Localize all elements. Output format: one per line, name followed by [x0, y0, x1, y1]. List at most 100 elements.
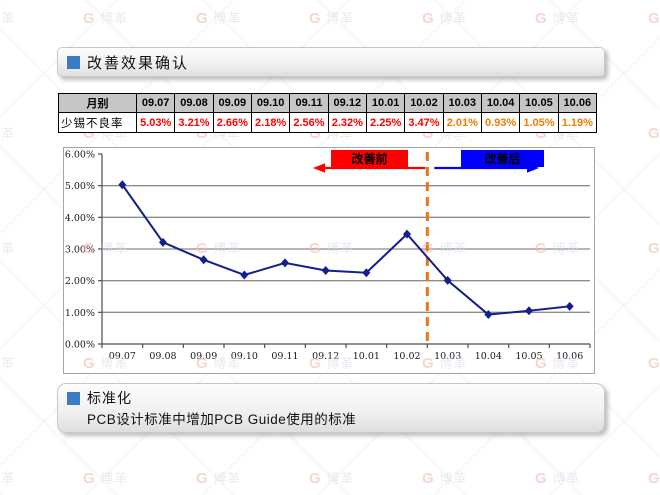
table-row-label: 少锡不良率 [58, 112, 137, 133]
watermark-logo: G 博革 [196, 468, 241, 487]
brand-g-icon: G [535, 470, 548, 487]
brand-g-icon: G [648, 355, 660, 372]
table-data-row: 少锡不良率 5.03% 3.21% 2.66% 2.18% 2.56% 2.32% 2.25… [58, 112, 598, 133]
brand-g-icon: G [535, 10, 548, 27]
chart-svg: 0.00% 1.00% 2.00% 3.00% 4.00% 5.00% 6.00% 09.07… [65, 150, 591, 362]
data-point-marker [484, 310, 493, 320]
defect-value-cell: 3.47% [404, 112, 444, 133]
before-label-text: 改善前 [351, 151, 387, 166]
y-tick-label: 6.00% [65, 150, 95, 161]
watermark-logo: G 博革 [422, 8, 467, 27]
x-tick-label: 10.02 [393, 351, 420, 362]
after-label-box [461, 150, 544, 167]
defect-value-cell: 2.01% [442, 112, 482, 133]
month-header-cell: 09.10 [250, 93, 291, 113]
y-tick-label: 5.00% [65, 181, 95, 192]
x-tick-label: 09.12 [312, 351, 339, 362]
defect-value-cell: 2.56% [289, 112, 329, 133]
brand-text: 博革 [0, 471, 16, 486]
defect-value-cell: 3.21% [174, 112, 214, 133]
x-tick-label: 09.09 [190, 351, 217, 362]
watermark-logo: G 博革 [648, 123, 660, 142]
month-header-cell: 09.12 [327, 93, 367, 113]
data-point-marker [565, 301, 574, 311]
data-point-marker [403, 229, 411, 239]
month-header-cell: 09.08 [174, 93, 214, 113]
defect-value-cell: 0.93% [480, 112, 521, 133]
x-tick-label: 09.10 [231, 351, 258, 362]
watermark-logo: G 博革 [0, 8, 15, 27]
brand-g-icon: G [422, 10, 435, 27]
brand-text: 博革 [0, 11, 16, 26]
y-tick-label: 4.00% [65, 213, 95, 224]
watermark-logo: G 博革 [535, 468, 580, 487]
brand-text: 博革 [434, 11, 468, 26]
brand-text: 博革 [208, 471, 242, 486]
brand-text: 博革 [434, 471, 468, 486]
defect-value-cell: 1.19% [557, 112, 598, 133]
y-tick-label: 2.00% [65, 276, 95, 287]
data-point-marker [199, 255, 208, 265]
brand-text: 博革 [0, 356, 16, 371]
watermark-logo: G 博革 [648, 353, 660, 372]
watermark-logo: G 博革 [648, 8, 660, 27]
data-point-marker [118, 180, 127, 190]
after-arrowhead-icon [527, 163, 539, 173]
data-point-marker [281, 258, 289, 268]
defect-rate-line [121, 184, 570, 316]
month-header-cell: 10.02 [404, 93, 444, 113]
brand-text: 博革 [95, 11, 129, 26]
standard-section-title: 标准化 [87, 391, 132, 407]
effect-section-title: 改善效果确认 [87, 53, 190, 72]
month-header-cell: 10.05 [519, 93, 559, 113]
month-header-cell: 10.06 [557, 93, 598, 113]
x-tick-label: 09.11 [271, 351, 298, 362]
x-tick-label: 10.01 [353, 351, 380, 362]
brand-g-icon: G [648, 125, 660, 142]
data-point-marker [159, 237, 167, 247]
month-header-cell: 10.04 [480, 93, 521, 113]
section-standardization: 标准化 PCB设计标准中增加PCB Guide使用的标准 [57, 383, 605, 433]
watermark-logo: G 博革 [535, 8, 580, 27]
brand-text: 博革 [547, 471, 581, 486]
data-point-marker [443, 275, 452, 285]
watermark-logo: G 博革 [83, 468, 128, 487]
data-point-marker [362, 268, 371, 278]
y-tick-label: 3.00% [65, 245, 95, 256]
section-bullet-icon [67, 391, 80, 405]
trend-chart: 0.00% 1.00% 2.00% 3.00% 4.00% 5.00% 6.00% 09.07… [63, 147, 595, 374]
after-label-text: 改善后 [484, 151, 520, 166]
brand-g-icon: G [309, 10, 322, 27]
watermark-logo: G 博革 [196, 8, 241, 27]
month-header-cell: 09.07 [135, 93, 176, 113]
brand-g-icon: G [648, 470, 660, 487]
before-label-box [331, 150, 408, 167]
data-point-marker [321, 266, 330, 276]
data-point-marker [240, 270, 249, 280]
data-point-marker [525, 306, 533, 316]
month-header-cell: 09.09 [212, 93, 252, 113]
brand-g-icon: G [83, 470, 96, 487]
defect-rate-table: 月别 09.07 09.08 09.09 09.10 09.11 09.12 10.01 10… [58, 93, 598, 133]
month-header-cell: 09.11 [289, 93, 329, 113]
watermark-logo: G 博革 [0, 353, 15, 372]
brand-g-icon: G [196, 10, 209, 27]
defect-value-cell: 2.32% [327, 112, 367, 133]
watermark-logo: G 博革 [309, 468, 354, 487]
x-tick-label: 10.03 [434, 351, 461, 362]
watermark-logo: G 博革 [0, 123, 15, 142]
section-header-effect: 改善效果确认 [57, 47, 605, 77]
section-bullet-icon [67, 55, 80, 69]
x-tick-label: 09.08 [149, 351, 176, 362]
watermark-logo: G 博革 [648, 468, 660, 487]
month-header-cell: 10.03 [442, 93, 482, 113]
watermark-logo: G 博革 [0, 238, 15, 257]
before-arrowhead-icon [313, 163, 325, 173]
x-tick-label: 10.04 [475, 351, 502, 362]
brand-text: 博革 [208, 11, 242, 26]
y-tick-label: 1.00% [65, 308, 95, 319]
watermark-logo: G 博革 [422, 468, 467, 487]
brand-g-icon: G [196, 470, 209, 487]
y-tick-label: 0.00% [65, 340, 95, 351]
